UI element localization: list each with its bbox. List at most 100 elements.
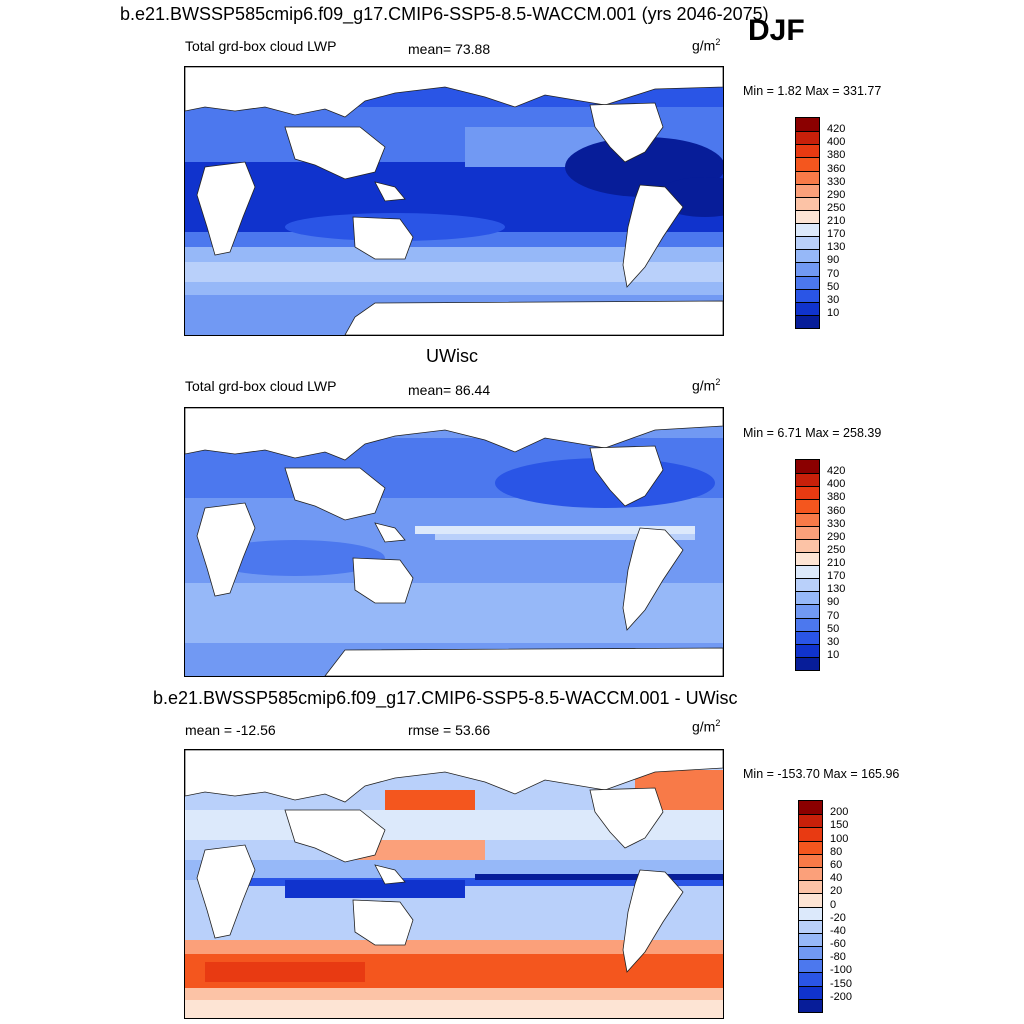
colorbar-segment	[796, 301, 819, 315]
colorbar-label: 80	[830, 845, 843, 858]
colorbar-label: 380	[827, 149, 846, 162]
colorbar-label: 60	[830, 858, 843, 871]
panel2-land	[185, 408, 723, 676]
colorbar-segment	[796, 131, 819, 145]
panel1-mean: mean= 73.88	[408, 41, 491, 57]
colorbar-segment	[796, 630, 819, 644]
colorbar-segment	[796, 209, 819, 223]
colorbar-segment	[799, 946, 822, 960]
colorbar-label: 30	[827, 635, 840, 648]
colorbar-label: 250	[827, 201, 846, 214]
colorbar-label: 420	[827, 123, 846, 136]
colorbar-label: 380	[827, 491, 846, 504]
colorbar-segment	[796, 538, 819, 552]
colorbar-segment	[796, 643, 819, 657]
colorbar-segment	[799, 814, 822, 828]
colorbar-segment	[796, 656, 819, 670]
colorbar-segment	[796, 512, 819, 526]
season-label: DJF	[748, 14, 805, 47]
colorbar-segment	[796, 196, 819, 210]
colorbar-label: 170	[827, 570, 846, 583]
colorbar-label: 130	[827, 583, 846, 596]
colorbar-label: 330	[827, 175, 846, 188]
colorbar-label: 90	[827, 254, 840, 267]
colorbar-segment	[799, 919, 822, 933]
colorbar-segment	[796, 604, 819, 618]
colorbar-segment	[796, 170, 819, 184]
panel2-units: g/m2	[692, 377, 721, 394]
panel1-minmax: Min = 1.82 Max = 331.77	[743, 84, 882, 98]
colorbar-label: 10	[827, 306, 840, 319]
colorbar-segment	[796, 288, 819, 302]
panel3-minmax: Min = -153.70 Max = 165.96	[743, 767, 900, 781]
colorbar-label: 10	[827, 648, 840, 661]
colorbar-label: 0	[830, 898, 837, 911]
colorbar-label: 400	[827, 136, 846, 149]
colorbar-segment	[796, 236, 819, 250]
panel3-land	[185, 750, 723, 973]
colorbar-label: 400	[827, 478, 846, 491]
colorbar-segment	[799, 801, 822, 815]
colorbar-label: -200	[830, 990, 853, 1003]
colorbar-segment	[799, 985, 822, 999]
colorbar-label: -150	[830, 977, 853, 990]
colorbar-segment	[796, 144, 819, 158]
colorbar-label: -100	[830, 964, 853, 977]
colorbar-segment	[796, 578, 819, 592]
colorbar-label: 170	[827, 228, 846, 241]
figure-title: b.e21.BWSSP585cmip6.f09_g17.CMIP6-SSP5-8…	[120, 4, 769, 24]
panel3-map	[184, 749, 724, 1019]
colorbar-label: 330	[827, 517, 846, 530]
colorbar-label: 70	[827, 267, 840, 280]
colorbar-label: 150	[830, 819, 849, 832]
colorbar-label: 90	[827, 596, 840, 609]
colorbar-segment	[796, 183, 819, 197]
colorbar-label: 200	[830, 806, 849, 819]
panel2-variable: Total grd-box cloud LWP	[185, 378, 337, 394]
colorbar-label: 50	[827, 280, 840, 293]
colorbar-segment	[796, 565, 819, 579]
panel1-colorbar	[795, 117, 820, 329]
panel3-units: g/m2	[692, 718, 721, 735]
colorbar-label: 130	[827, 241, 846, 254]
panel2-map	[184, 407, 724, 677]
colorbar-segment	[796, 460, 819, 474]
colorbar-label: -40	[830, 924, 846, 937]
colorbar-label: 30	[827, 293, 840, 306]
colorbar-segment	[799, 866, 822, 881]
panel1-variable: Total grd-box cloud LWP	[185, 38, 337, 54]
colorbar-segment	[799, 840, 822, 854]
panel3-rmse: rmse = 53.66	[408, 722, 491, 738]
colorbar-label: 70	[827, 609, 840, 622]
panel1-units: g/m2	[692, 37, 721, 54]
colorbar-segment	[796, 157, 819, 171]
colorbar-label: 40	[830, 872, 843, 885]
colorbar-label: 290	[827, 530, 846, 543]
colorbar-segment	[796, 275, 819, 289]
panel2-mean: mean= 86.44	[408, 382, 491, 398]
colorbar-segment	[796, 617, 819, 631]
colorbar-segment	[796, 223, 819, 237]
panel2-title: UWisc	[426, 346, 478, 366]
colorbar-segment	[796, 591, 819, 605]
colorbar-segment	[796, 525, 819, 539]
colorbar-label: 20	[830, 885, 843, 898]
colorbar-label: 360	[827, 162, 846, 175]
colorbar-label: 210	[827, 557, 846, 569]
colorbar-segment	[796, 249, 819, 263]
colorbar-segment	[796, 314, 819, 328]
panel2-minmax: Min = 6.71 Max = 258.39	[743, 426, 882, 440]
colorbar-segment	[799, 880, 822, 894]
colorbar-segment	[799, 972, 822, 986]
colorbar-label: 50	[827, 622, 840, 635]
colorbar-label: -20	[830, 911, 846, 924]
colorbar-segment	[799, 906, 822, 920]
colorbar-segment	[796, 473, 819, 487]
colorbar-label: -60	[830, 938, 846, 951]
colorbar-segment	[799, 932, 822, 947]
colorbar-segment	[799, 959, 822, 973]
panel3-colorbar	[798, 800, 823, 1013]
colorbar-label: -80	[830, 951, 846, 964]
colorbar-segment	[796, 486, 819, 500]
panel1-land	[185, 67, 723, 335]
